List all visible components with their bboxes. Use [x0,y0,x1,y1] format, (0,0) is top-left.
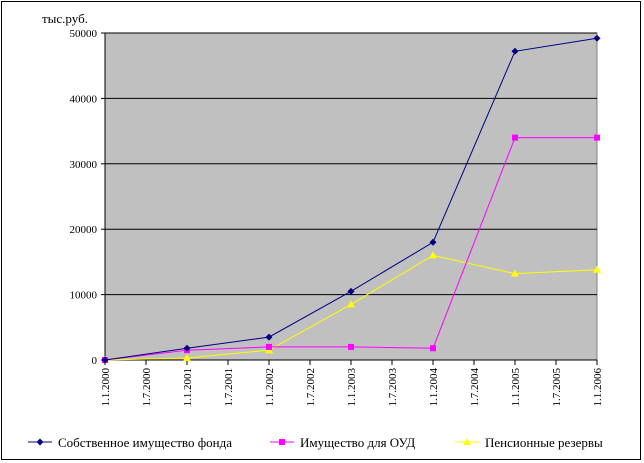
legend-marker [279,439,285,445]
data-point [347,300,355,308]
x-axis-ticks: 1.1.2000 1.7.2000 1.1.2001 1.7.2001 1.1.2002… [100,360,604,407]
y-tick-label: 20000 [70,224,98,236]
x-tick-label: 1.1.2003 [346,368,358,407]
y-tick-label: 40000 [70,93,98,105]
legend-label: Имущество для ОУД [300,435,415,450]
y-tick-label: 50000 [70,28,98,40]
data-point [266,343,272,350]
x-tick-label: 1.7.2003 [387,368,399,407]
y-axis-ticks: 0 10000 20000 30000 40000 50000 [70,28,105,367]
y-axis-unit-label: тыс.руб. [42,11,88,26]
data-point [511,47,519,55]
data-point [511,269,519,277]
legend-item: Собственное имущество фонда [28,435,232,450]
data-point [593,265,601,273]
x-tick-label: 1.1.2000 [100,368,112,407]
data-point [183,354,191,362]
data-point [183,344,191,352]
data-point [429,238,437,246]
data-point [512,134,518,141]
legend-label: Пенсионные резервы [485,435,603,450]
legend-marker [36,438,44,446]
legend-label: Собственное имущество фонда [58,435,232,450]
data-point [265,333,273,341]
x-tick-label: 1.1.2002 [264,368,276,407]
legend: Собственное имущество фонда Имущество для… [28,435,603,450]
gridlines [105,32,597,296]
x-tick-label: 1.1.2006 [592,368,604,407]
y-tick-label: 10000 [70,290,98,302]
data-point [430,345,436,352]
x-tick-label: 1.7.2002 [305,368,317,407]
legend-item: Пенсионные резервы [455,435,603,450]
x-tick-label: 1.7.2005 [551,368,563,407]
data-point [593,34,601,42]
plot-area [104,32,598,361]
y-tick-label: 0 [92,355,98,367]
series-group [101,34,601,364]
data-point [347,287,355,295]
x-tick-label: 1.7.2004 [469,368,481,407]
data-point [594,134,600,141]
legend-marker [463,438,471,445]
x-tick-label: 1.7.2000 [141,368,153,407]
x-tick-label: 1.1.2005 [510,368,522,407]
x-tick-label: 1.1.2001 [182,368,194,407]
series-1 [101,34,601,364]
data-point [429,251,437,259]
legend-item: Имущество для ОУД [270,435,415,450]
y-tick-label: 30000 [70,159,98,171]
data-point [101,356,109,364]
x-tick-label: 1.1.2004 [428,368,440,407]
x-tick-label: 1.7.2001 [223,368,235,407]
data-point [348,343,354,350]
